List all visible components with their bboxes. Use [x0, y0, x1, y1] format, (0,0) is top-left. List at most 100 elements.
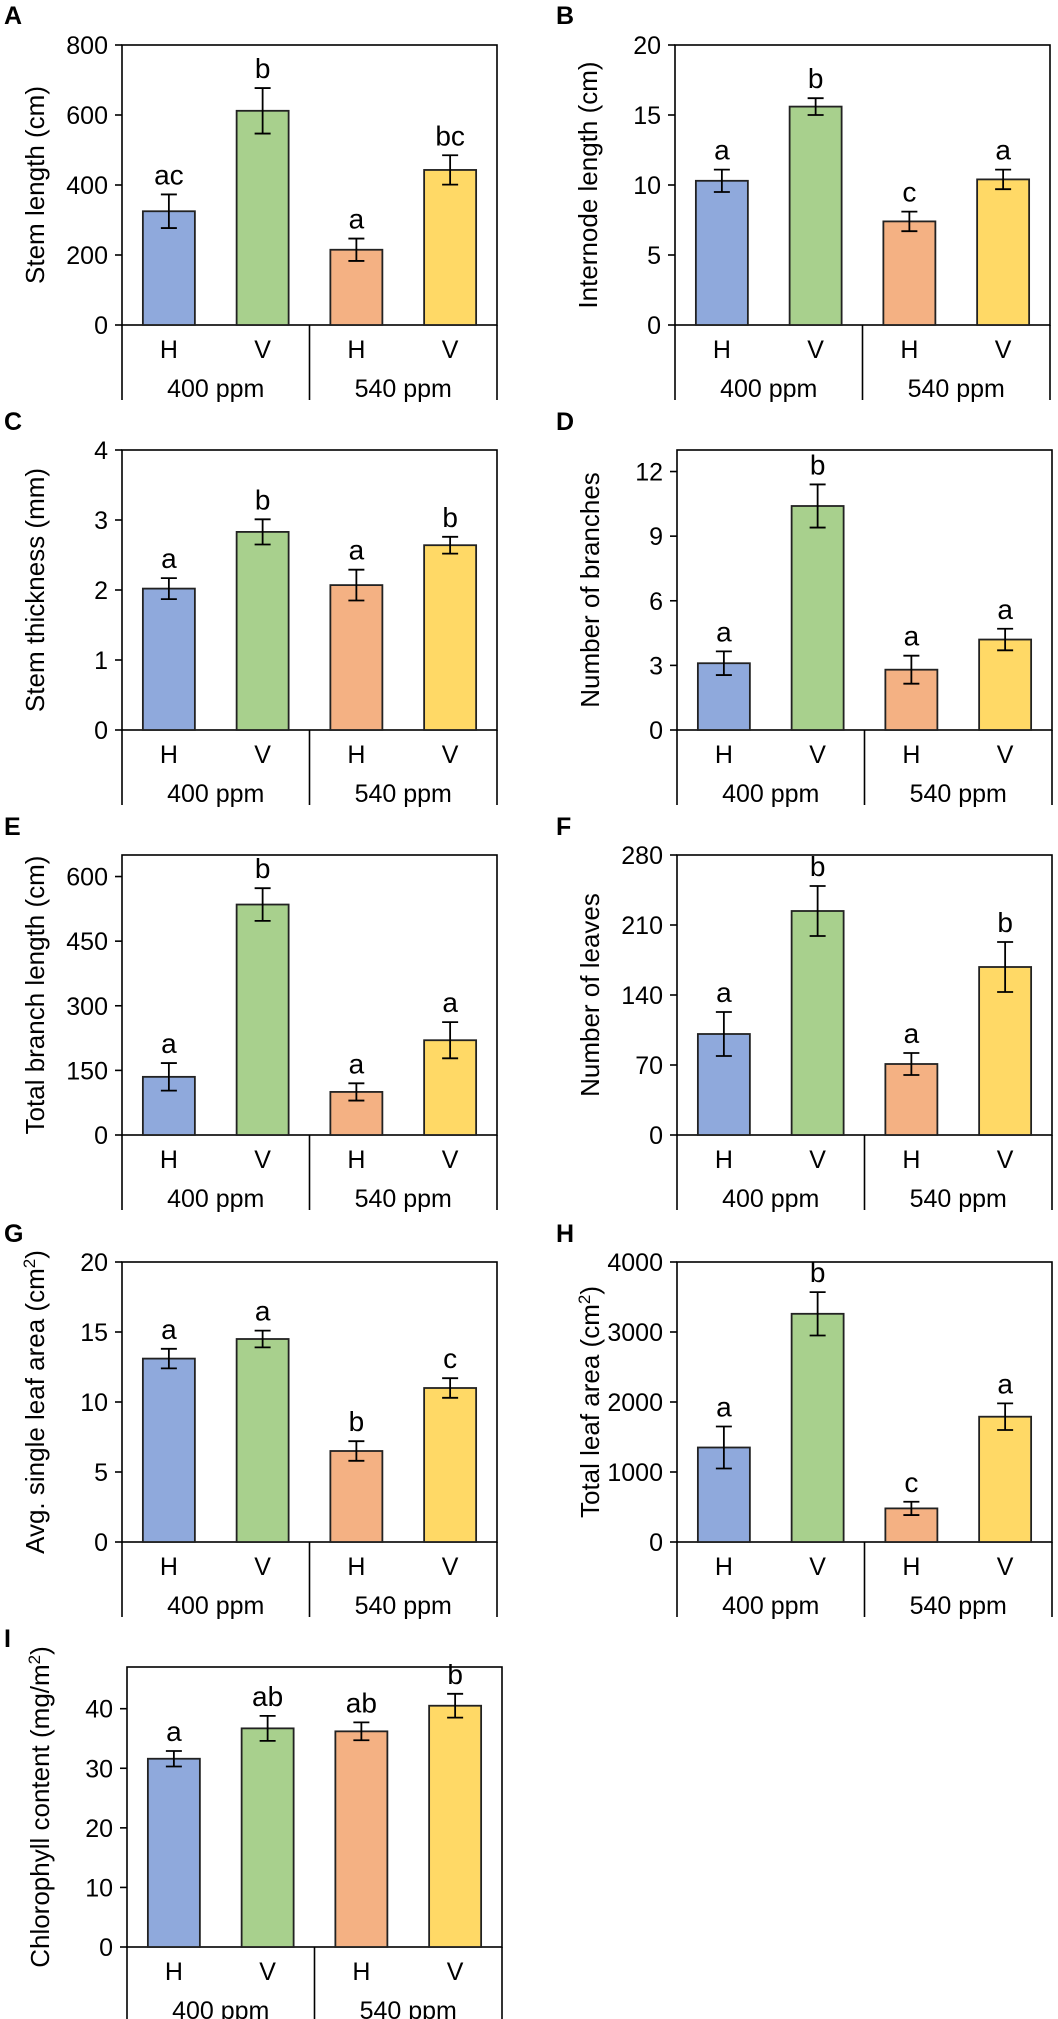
x-category-label: V: [447, 1958, 464, 1986]
y-tick-label: 20: [85, 1815, 113, 1843]
x-category-label: V: [997, 1553, 1014, 1581]
x-category-label: V: [254, 1146, 271, 1174]
y-tick-label: 40: [85, 1696, 113, 1724]
x-category-label: H: [902, 1553, 920, 1581]
x-category-label: H: [347, 336, 365, 364]
x-category-label: V: [809, 1146, 826, 1174]
x-category-label: H: [715, 1146, 733, 1174]
y-axis-label-text: Stem thickness (mm): [20, 468, 50, 712]
x-group-label: 540 ppm: [910, 1185, 1007, 1213]
x-group-label: 540 ppm: [355, 780, 452, 808]
x-group-label: 400 ppm: [722, 780, 819, 808]
y-tick-label: 15: [633, 102, 661, 130]
x-category-label: V: [997, 741, 1014, 769]
bar: [235, 903, 290, 1136]
x-category-label: V: [442, 741, 459, 769]
y-tick-label: 0: [649, 1122, 663, 1150]
bar: [978, 1415, 1033, 1543]
x-category-label: V: [807, 336, 824, 364]
panel-letter: A: [4, 2, 22, 30]
x-category-label: V: [254, 741, 271, 769]
y-axis-label: Number of leaves: [575, 893, 605, 1097]
y-tick-label: 600: [66, 864, 108, 892]
y-axis-label-text: Stem length (cm): [20, 86, 50, 284]
x-category-label: H: [352, 1958, 370, 1986]
y-tick-label: 5: [94, 1459, 108, 1487]
panel-letter: D: [556, 408, 574, 436]
y-axis-label-suffix: ): [25, 1646, 55, 1655]
y-tick-label: 4: [94, 437, 108, 465]
y-tick-label: 600: [66, 102, 108, 130]
x-category-label: H: [347, 1146, 365, 1174]
x-category-label: H: [160, 741, 178, 769]
bar: [329, 1450, 384, 1543]
bar: [334, 1730, 389, 1948]
x-group-label: 400 ppm: [722, 1592, 819, 1620]
panel-letter: I: [4, 1625, 11, 1653]
y-axis-label: Stem thickness (mm): [20, 468, 50, 712]
y-tick-label: 0: [94, 1122, 108, 1150]
significance-letter: a: [349, 535, 365, 566]
bar: [141, 587, 196, 731]
y-tick-label: 280: [621, 842, 663, 870]
x-category-label: V: [995, 336, 1012, 364]
panel-g: G 0 5 10 15 20 Avg. single leaf area (cm2) a Ha V…: [4, 1220, 498, 1620]
significance-letter: bc: [435, 120, 465, 151]
y-tick-label: 4000: [607, 1249, 663, 1277]
x-category-label: V: [809, 741, 826, 769]
significance-letter: a: [716, 616, 732, 647]
y-tick-label: 0: [649, 717, 663, 745]
y-tick-label: 12: [635, 459, 663, 487]
panel-b: B 0 5 10 15 20 Internode length (cm) a Hb Vc Ha V 40…: [556, 2, 1051, 403]
x-group-label: 540 ppm: [355, 1185, 452, 1213]
significance-letter: a: [442, 987, 458, 1018]
y-axis-label: Internode length (cm): [573, 61, 603, 308]
y-tick-label: 2: [94, 577, 108, 605]
bar: [329, 584, 384, 731]
y-tick-label: 1000: [607, 1459, 663, 1487]
y-axis-label: Chlorophyll content (mg/m2): [25, 1646, 55, 1968]
y-tick-label: 400: [66, 172, 108, 200]
x-group-label: 400 ppm: [167, 1185, 264, 1213]
bar: [423, 544, 478, 731]
y-tick-label: 3: [649, 652, 663, 680]
y-axis-label: Total branch length (cm): [20, 856, 50, 1135]
significance-letter: b: [810, 1257, 826, 1288]
significance-letter: a: [714, 135, 730, 166]
x-category-label: H: [902, 741, 920, 769]
x-group-label: 540 ppm: [355, 375, 452, 403]
significance-letter: a: [716, 977, 732, 1008]
x-category-label: H: [347, 741, 365, 769]
y-tick-label: 9: [649, 523, 663, 551]
x-category-label: H: [715, 741, 733, 769]
x-category-label: V: [254, 1553, 271, 1581]
bar: [329, 248, 384, 326]
x-group-label: 400 ppm: [172, 1997, 269, 2019]
x-group-label: 400 ppm: [722, 1185, 819, 1213]
y-tick-label: 200: [66, 242, 108, 270]
y-axis-label-text: Internode length (cm): [573, 61, 603, 308]
bar: [235, 1338, 290, 1543]
bar: [235, 531, 290, 731]
significance-letter: ab: [252, 1681, 283, 1712]
significance-letter: b: [255, 53, 271, 84]
bar: [788, 105, 843, 326]
panel-f: F 0 70 140 210 280 Number of leaves a Hb Va Hb V 400…: [556, 813, 1053, 1213]
x-category-label: V: [442, 1553, 459, 1581]
y-tick-label: 0: [99, 1934, 113, 1962]
significance-letter: b: [997, 907, 1013, 938]
significance-letter: b: [255, 484, 271, 515]
panel-c: C 0 1 2 3 4 Stem thickness (mm) a Hb Va Hb V 400 ppm…: [4, 408, 498, 808]
y-tick-label: 3: [94, 507, 108, 535]
bar: [790, 1312, 845, 1543]
bar: [240, 1727, 295, 1948]
significance-letter: b: [447, 1659, 463, 1690]
x-group-label: 540 ppm: [910, 1592, 1007, 1620]
bar: [423, 1387, 478, 1543]
y-tick-label: 2000: [607, 1389, 663, 1417]
x-category-label: H: [900, 336, 918, 364]
y-tick-label: 10: [85, 1874, 113, 1902]
y-axis-label-superscript: 2: [25, 1655, 44, 1664]
y-tick-label: 800: [66, 32, 108, 60]
bar: [978, 638, 1033, 731]
